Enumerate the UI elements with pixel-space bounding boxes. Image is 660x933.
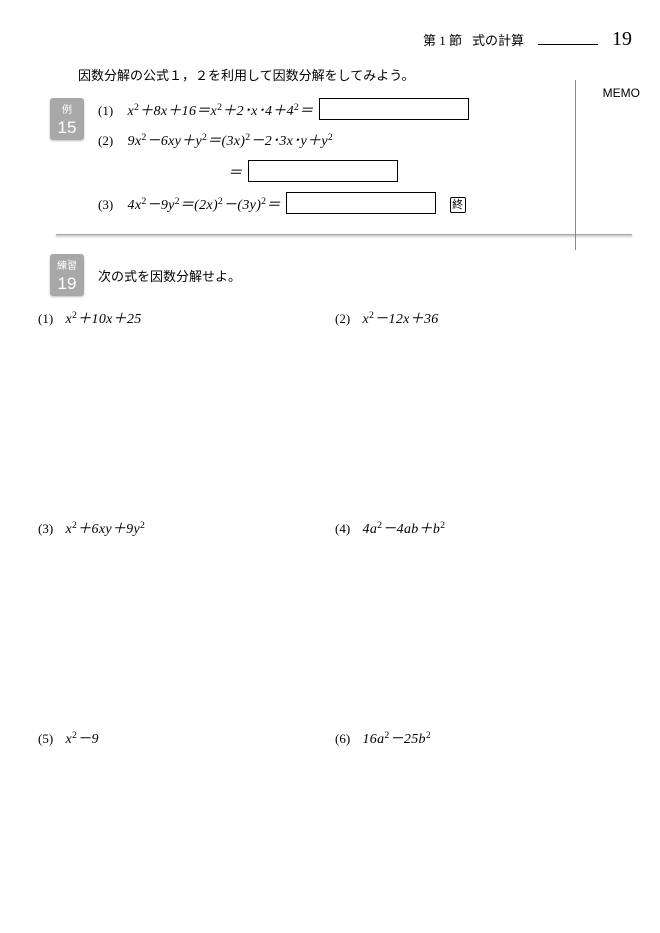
example-line-3: (3) 4x2－9y2＝(2x)2－(3y)2＝ 終 [98, 192, 469, 214]
practice-badge-top: 練習 [57, 261, 77, 272]
example-2-num: (2) [98, 133, 124, 149]
answer-box-3 [286, 192, 436, 214]
header-rule [538, 44, 598, 45]
problem-4-num: (4) [335, 521, 359, 537]
practice-badge-num: 19 [50, 275, 84, 292]
end-mark-icon: 終 [450, 197, 466, 213]
problem-2-expr: x2－12x＋36 [363, 312, 439, 327]
example-1-num: (1) [98, 103, 124, 119]
example-3-num: (3) [98, 197, 124, 213]
page-header: 第 1 節 式の計算 19 [56, 28, 632, 51]
problem-5-num: (5) [38, 731, 62, 747]
example-1-expr: x2＋8x＋16＝x2＋2･x･4＋42＝ [128, 104, 314, 119]
problem-2-num: (2) [335, 311, 359, 327]
problem-1-expr: x2＋10x＋25 [66, 312, 142, 327]
memo-divider [575, 80, 576, 250]
practice-header: 練習 19 次の式を因数分解せよ。 [50, 254, 632, 296]
section-label: 第 1 節 [423, 30, 462, 49]
problem-5-expr: x2－9 [66, 732, 99, 747]
memo-label: MEMO [603, 86, 640, 100]
page-number: 19 [612, 28, 632, 51]
example-line-1: (1) x2＋8x＋16＝x2＋2･x･4＋42＝ [98, 98, 469, 120]
answer-box-2 [248, 160, 398, 182]
problem-6-num: (6) [335, 731, 359, 747]
chapter-title: 式の計算 [472, 30, 524, 49]
problem-3-num: (3) [38, 521, 62, 537]
example-3-expr: 4x2－9y2＝(2x)2－(3y)2＝ [128, 198, 281, 213]
section-divider [56, 234, 632, 236]
example-line-2a: (2) 9x2－6xy＋y2＝(3x)2－2･3x･y＋y2 [98, 130, 469, 150]
problem-5: (5) x2－9 [38, 728, 335, 748]
answer-box-1 [319, 98, 469, 120]
example-line-2b: ＝ [98, 160, 469, 182]
problem-6: (6) 16a2－25b2 [335, 728, 632, 748]
problem-3: (3) x2＋6xy＋9y2 [38, 518, 335, 538]
example-2-expr-line1: 9x2－6xy＋y2＝(3x)2－2･3x･y＋y2 [128, 134, 334, 149]
example-badge-top: 例 [62, 105, 72, 116]
problem-1-num: (1) [38, 311, 62, 327]
problem-grid: (1) x2＋10x＋25 (2) x2－12x＋36 (3) x2＋6xy＋9… [38, 308, 632, 748]
problem-4: (4) 4a2－4ab＋b2 [335, 518, 632, 538]
example-2-expr-line2: ＝ [228, 166, 242, 181]
problem-1: (1) x2＋10x＋25 [38, 308, 335, 328]
problem-4-expr: 4a2－4ab＋b2 [363, 522, 446, 537]
problem-6-expr: 16a2－25b2 [363, 732, 432, 747]
example-badge: 例 15 [50, 98, 84, 140]
practice-title: 次の式を因数分解せよ。 [98, 266, 241, 285]
intro-text: 因数分解の公式１，２を利用して因数分解をしてみよう。 [78, 65, 632, 84]
example-block: 例 15 (1) x2＋8x＋16＝x2＋2･x･4＋42＝ (2) 9x2－6… [50, 98, 632, 224]
problem-3-expr: x2＋6xy＋9y2 [66, 522, 146, 537]
practice-badge: 練習 19 [50, 254, 84, 296]
problem-2: (2) x2－12x＋36 [335, 308, 632, 328]
example-badge-num: 15 [50, 119, 84, 136]
